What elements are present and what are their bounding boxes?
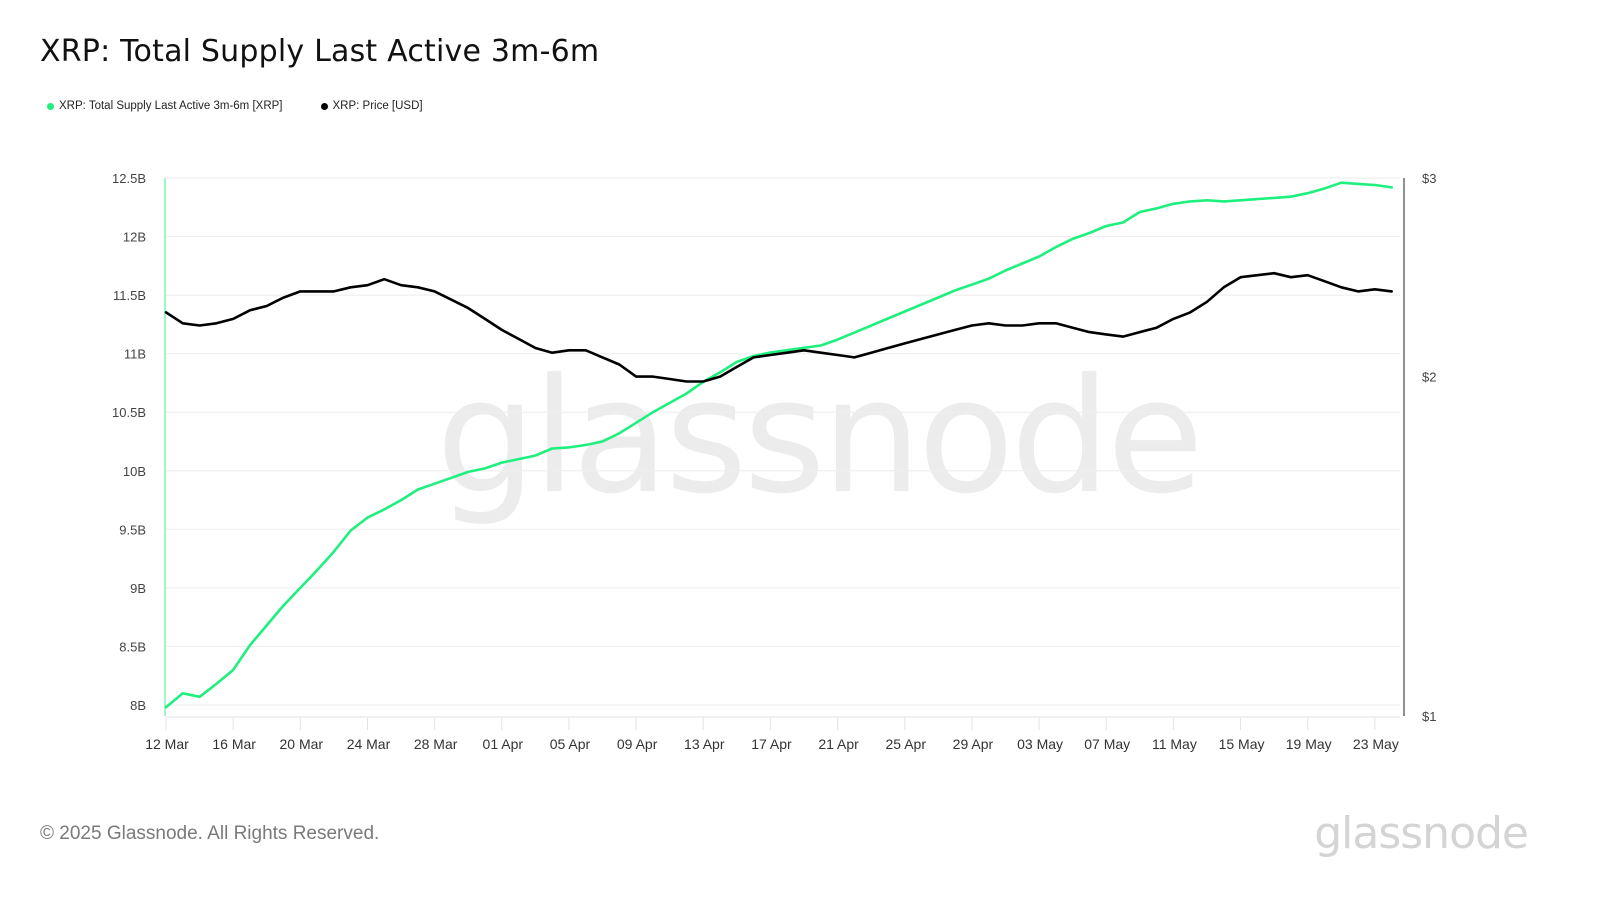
x-axis-tick-label: 24 Mar <box>347 736 391 752</box>
price-line <box>164 271 1393 383</box>
x-axis-tick-label: 15 May <box>1219 736 1265 752</box>
y2-axis-tick-label: $3 <box>1422 171 1436 186</box>
x-axis-tick-label: 11 May <box>1152 736 1197 752</box>
y-axis-tick-label: 9.5B <box>119 522 146 537</box>
y2-axis-tick-label: $1 <box>1422 709 1436 724</box>
x-axis-tick-label: 05 Apr <box>550 736 591 752</box>
legend-item-price[interactable]: XRP: Price [USD] <box>320 100 423 112</box>
x-axis-tick-label: 25 Apr <box>886 736 927 752</box>
supply-line <box>164 181 1393 709</box>
x-axis-tick-label: 20 Mar <box>280 736 324 752</box>
y-axis-tick-label: 11B <box>124 347 146 362</box>
copyright-footer: © 2025 Glassnode. All Rights Reserved. <box>40 823 380 844</box>
x-axis-tick-label: 07 May <box>1084 736 1130 752</box>
x-axis-tick-label: 09 Apr <box>617 736 658 752</box>
x-axis-tick-label: 19 May <box>1286 736 1332 752</box>
y-axis-tick-label: 9B <box>130 581 146 596</box>
y-axis-tick-label: 10B <box>123 464 146 479</box>
legend-label-supply: XRP: Total Supply Last Active 3m-6m [XRP… <box>59 100 283 112</box>
supply-series-dot-icon <box>47 102 54 110</box>
glassnode-logo: glassnode <box>1314 808 1529 859</box>
x-axis-tick-label: 01 Apr <box>483 736 524 752</box>
x-axis-tick-label: 13 Apr <box>684 736 725 752</box>
x-axis-tick-label: 03 May <box>1017 736 1063 752</box>
x-axis-tick-label: 21 Apr <box>818 736 859 752</box>
legend-label-price: XRP: Price [USD] <box>332 100 423 112</box>
x-axis-tick-label: 28 Mar <box>414 736 458 752</box>
price-series-dot-icon <box>320 102 328 110</box>
x-axis-tick-label: 29 Apr <box>953 736 994 752</box>
y-axis-tick-label: 10.5B <box>112 405 146 420</box>
chart-title: XRP: Total Supply Last Active 3m-6m <box>40 34 600 69</box>
y-axis-tick-label: 12B <box>123 230 146 245</box>
y2-axis-tick-label: $2 <box>1422 370 1436 385</box>
x-axis-tick-label: 17 Apr <box>751 736 792 752</box>
x-axis-tick-label: 12 Mar <box>145 736 189 752</box>
x-axis-tick-label: 23 May <box>1353 736 1399 752</box>
y-axis-tick-label: 8.5B <box>119 639 146 654</box>
chart-legend: XRP: Total Supply Last Active 3m-6m [XRP… <box>47 100 423 112</box>
y-axis-tick-label: 12.5B <box>112 171 146 186</box>
y-axis-tick-label: 8B <box>130 698 146 713</box>
legend-item-supply[interactable]: XRP: Total Supply Last Active 3m-6m [XRP… <box>47 100 283 112</box>
y-axis-tick-label: 11.5B <box>113 288 146 303</box>
x-axis-tick-label: 16 Mar <box>212 736 256 752</box>
